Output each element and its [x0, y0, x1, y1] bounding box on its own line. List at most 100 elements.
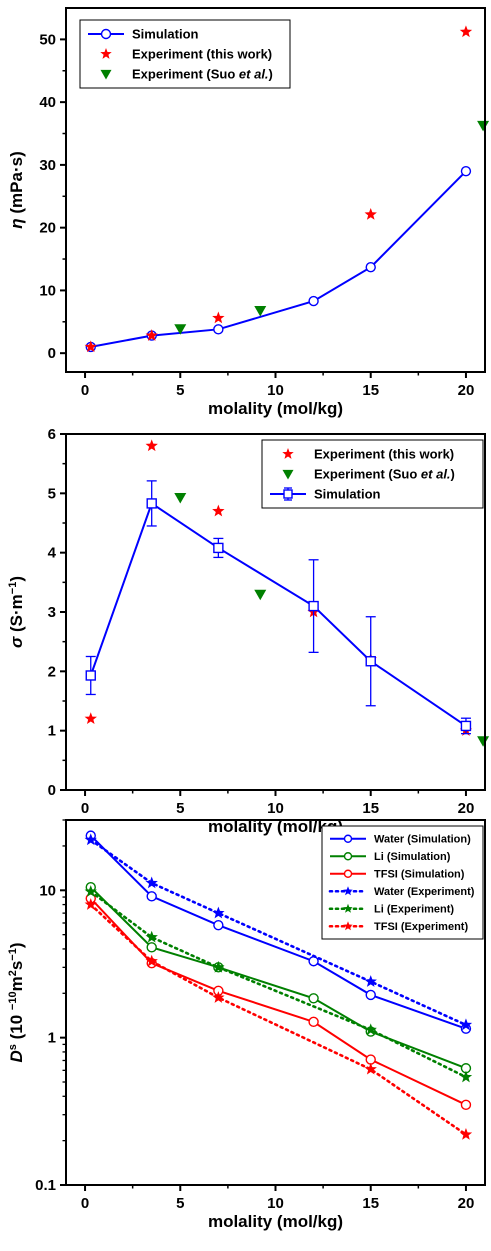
data-point [145, 876, 158, 889]
x-tick-label: 5 [176, 1195, 184, 1212]
legend-marker [343, 886, 353, 896]
data-point [145, 954, 158, 967]
y-tick-label: 20 [39, 220, 56, 237]
x-tick-label: 20 [458, 800, 475, 817]
y-tick-label: 0.1 [35, 1177, 56, 1194]
data-point [459, 25, 473, 38]
series-line [89, 838, 468, 1027]
data-point [145, 439, 158, 452]
data-point [459, 1128, 473, 1140]
legend-label: TFSI (Experiment) [374, 921, 468, 933]
legend-item: Experiment (Suo et al.) [282, 467, 455, 482]
y-tick-label: 10 [39, 882, 56, 899]
x-tick-label: 15 [362, 1195, 379, 1212]
series-line [90, 897, 467, 1106]
data-point [213, 324, 224, 335]
x-tick-label: 20 [458, 382, 475, 399]
legend-marker [343, 869, 353, 878]
data-point [460, 165, 472, 177]
y-tick-label: 10 [39, 282, 56, 299]
legend-label: Simulation [314, 487, 381, 502]
data-point [477, 736, 490, 747]
legend-item: TFSI (Simulation) [330, 869, 465, 881]
x-axis-label: molality (mol/kg) [208, 817, 343, 836]
plot-frame [65, 819, 486, 1186]
data-point [174, 324, 187, 335]
legend-item: Experiment (Suo et al.) [100, 67, 273, 82]
x-tick-label: 0 [81, 382, 89, 399]
series-water-experiment [84, 833, 473, 1031]
series-experiment-suo-et-al [174, 492, 490, 747]
data-point [84, 340, 97, 353]
series-simulation [85, 480, 472, 735]
series-line [89, 501, 467, 727]
y-tick-label: 4 [48, 545, 57, 562]
y-axis-label: σ (S·m−1) [7, 576, 26, 648]
data-point [365, 261, 376, 273]
y-axis-label: η (mPa·s) [7, 151, 26, 228]
series-line [90, 170, 467, 348]
series-line [90, 834, 467, 1030]
legend-label: Experiment (Suo et al.) [132, 67, 273, 82]
legend-box [321, 825, 484, 940]
data-point [174, 492, 187, 504]
legend-label: Water (Experiment) [374, 886, 475, 898]
legend-item: TFSI (Experiment) [328, 921, 468, 933]
y-tick-label: 2 [48, 663, 56, 680]
legend-label: Experiment (Suo et al.) [314, 467, 455, 482]
legend-marker [343, 852, 353, 861]
data-point [145, 329, 158, 341]
x-axis-label: molality (mol/kg) [208, 1212, 343, 1231]
x-tick-label: 15 [362, 382, 379, 399]
legend-item: Water (Simulation) [330, 834, 471, 846]
legend-label: Experiment (this work) [132, 47, 272, 62]
legend-marker [100, 48, 112, 59]
data-point [212, 504, 225, 517]
legend-label: Li (Simulation) [374, 851, 451, 863]
plot-frame [65, 433, 486, 791]
y-axis-label: Ds (10 −10m2s−1) [7, 942, 26, 1062]
data-point [146, 942, 157, 953]
legend-item: Experiment (this work) [282, 447, 454, 462]
data-point [84, 712, 97, 725]
legend-box [79, 19, 291, 89]
legend-marker [100, 28, 112, 40]
data-point [365, 989, 376, 1001]
data-point [459, 1018, 473, 1031]
series-li-experiment [84, 885, 473, 1083]
data-point [212, 991, 225, 1003]
data-point [460, 720, 472, 732]
legend-marker [343, 903, 353, 913]
y-tick-label: 40 [39, 94, 56, 111]
y-tick-label: 1 [48, 1030, 56, 1047]
legend-label: Water (Simulation) [374, 834, 471, 846]
y-tick-label: 1 [48, 723, 56, 740]
legend-marker [343, 921, 353, 931]
data-point [213, 919, 224, 931]
series-simulation [85, 165, 472, 353]
x-tick-label: 20 [458, 1195, 475, 1212]
data-point [145, 930, 158, 943]
legend: Water (Simulation) Li (Simulation) TFSI (S… [321, 825, 484, 940]
legend-item: Simulation [88, 27, 199, 42]
y-tick-label: 3 [48, 604, 56, 621]
data-point [365, 1054, 376, 1065]
data-point [364, 1023, 377, 1036]
y-tick-label: 6 [48, 426, 56, 443]
legend-marker [282, 448, 294, 459]
data-point [212, 311, 225, 324]
data-point [85, 670, 96, 681]
x-tick-label: 15 [362, 800, 379, 817]
legend: Simulation Experiment (this work) Experime… [79, 19, 291, 89]
data-point [308, 1016, 319, 1028]
legend-item: Water (Experiment) [328, 886, 475, 898]
legend: Experiment (this work) Experiment (Suo et… [261, 439, 484, 509]
data-point [365, 656, 376, 667]
legend-label: TFSI (Simulation) [374, 869, 465, 881]
legend-item: Experiment (this work) [100, 47, 272, 62]
data-point [364, 1062, 377, 1075]
chart-2: 0 5 10 15 20 0 1 2 3 4 5 6 molality (mol/kg) σ (S·m−1… [7, 426, 490, 836]
x-tick-label: 5 [176, 800, 184, 817]
